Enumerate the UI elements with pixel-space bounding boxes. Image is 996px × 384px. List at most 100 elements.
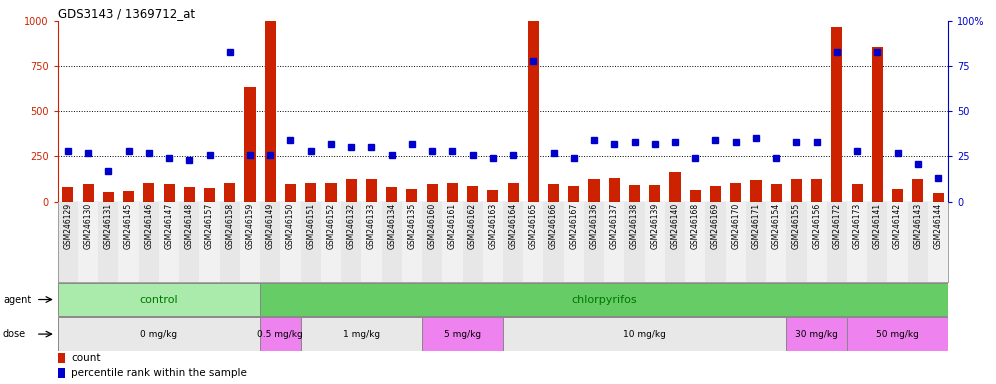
Bar [58,318,260,351]
Bar [58,202,78,282]
Text: dose: dose [3,329,26,339]
Text: GSM246162: GSM246162 [468,203,477,249]
Bar [523,202,544,282]
Bar [260,318,301,351]
Bar [907,202,928,282]
Bar [281,202,301,282]
Text: GSM246130: GSM246130 [84,203,93,250]
Text: GSM246172: GSM246172 [833,203,842,249]
Bar [442,202,462,282]
Bar [689,190,701,202]
Bar [746,202,766,282]
Bar [301,318,422,351]
Bar [548,184,559,202]
Bar [381,202,401,282]
Text: GSM246135: GSM246135 [407,203,416,250]
Text: GSM246133: GSM246133 [367,203,375,250]
Text: 0.5 mg/kg: 0.5 mg/kg [258,329,303,339]
Bar [138,202,159,282]
Bar [199,202,220,282]
Bar [78,202,99,282]
Bar [58,368,66,378]
Text: GSM246160: GSM246160 [427,203,436,250]
Bar [483,202,503,282]
Bar [503,202,523,282]
Bar [912,179,923,202]
Text: GSM246158: GSM246158 [225,203,234,249]
Text: GSM246167: GSM246167 [570,203,579,250]
Bar [244,87,256,202]
Bar [847,202,868,282]
Bar [771,184,782,202]
Bar [406,189,417,202]
Text: GSM246141: GSM246141 [872,203,881,249]
Text: GSM246156: GSM246156 [812,203,821,250]
Bar [83,184,94,202]
Bar [589,179,600,202]
Bar [705,202,725,282]
Text: count: count [71,353,101,363]
Bar [852,184,863,202]
Text: GSM246129: GSM246129 [64,203,73,249]
Bar [163,184,174,202]
Bar [260,283,948,316]
Text: GSM246157: GSM246157 [205,203,214,250]
Bar [119,202,138,282]
Text: GSM246155: GSM246155 [792,203,801,250]
Bar [124,191,134,202]
Bar [346,179,357,202]
Text: GSM246136: GSM246136 [590,203,599,250]
Bar [786,202,807,282]
Text: GSM246151: GSM246151 [306,203,315,249]
Text: control: control [139,295,178,305]
Bar [725,202,746,282]
Text: GSM246139: GSM246139 [650,203,659,250]
Bar [892,189,903,202]
Bar [710,186,721,202]
Bar [159,202,179,282]
Bar [58,283,260,316]
Text: 50 mg/kg: 50 mg/kg [876,329,919,339]
Bar [847,318,948,351]
Text: GSM246149: GSM246149 [266,203,275,250]
Bar [786,318,847,351]
Text: GSM246166: GSM246166 [549,203,558,250]
Bar [224,183,235,202]
Bar [58,353,66,363]
Bar [341,202,362,282]
Text: GSM246173: GSM246173 [853,203,862,250]
Bar [685,202,705,282]
Bar [386,187,397,202]
Text: 5 mg/kg: 5 mg/kg [444,329,481,339]
Text: GSM246131: GSM246131 [104,203,113,249]
Text: GSM246165: GSM246165 [529,203,538,250]
Text: GSM246152: GSM246152 [327,203,336,249]
Bar [301,202,321,282]
Text: GSM246145: GSM246145 [124,203,133,250]
Bar [265,21,276,202]
Bar [422,202,442,282]
Bar [609,178,620,202]
Bar [528,21,539,202]
Bar [326,183,337,202]
Bar [624,202,644,282]
Bar [240,202,260,282]
Bar [669,172,680,202]
Bar [503,318,786,351]
Bar [766,202,786,282]
Bar [366,179,377,202]
Bar [426,184,437,202]
Text: GSM246169: GSM246169 [711,203,720,250]
Bar [204,187,215,202]
Bar [887,202,907,282]
Text: GSM246144: GSM246144 [933,203,942,250]
Text: agent: agent [3,295,31,305]
Bar [103,192,114,202]
Text: 30 mg/kg: 30 mg/kg [795,329,838,339]
Text: GSM246147: GSM246147 [164,203,173,250]
Text: GSM246140: GSM246140 [670,203,679,250]
Text: GSM246171: GSM246171 [751,203,760,249]
Bar [569,186,580,202]
Bar [183,187,195,202]
Bar [447,183,458,202]
